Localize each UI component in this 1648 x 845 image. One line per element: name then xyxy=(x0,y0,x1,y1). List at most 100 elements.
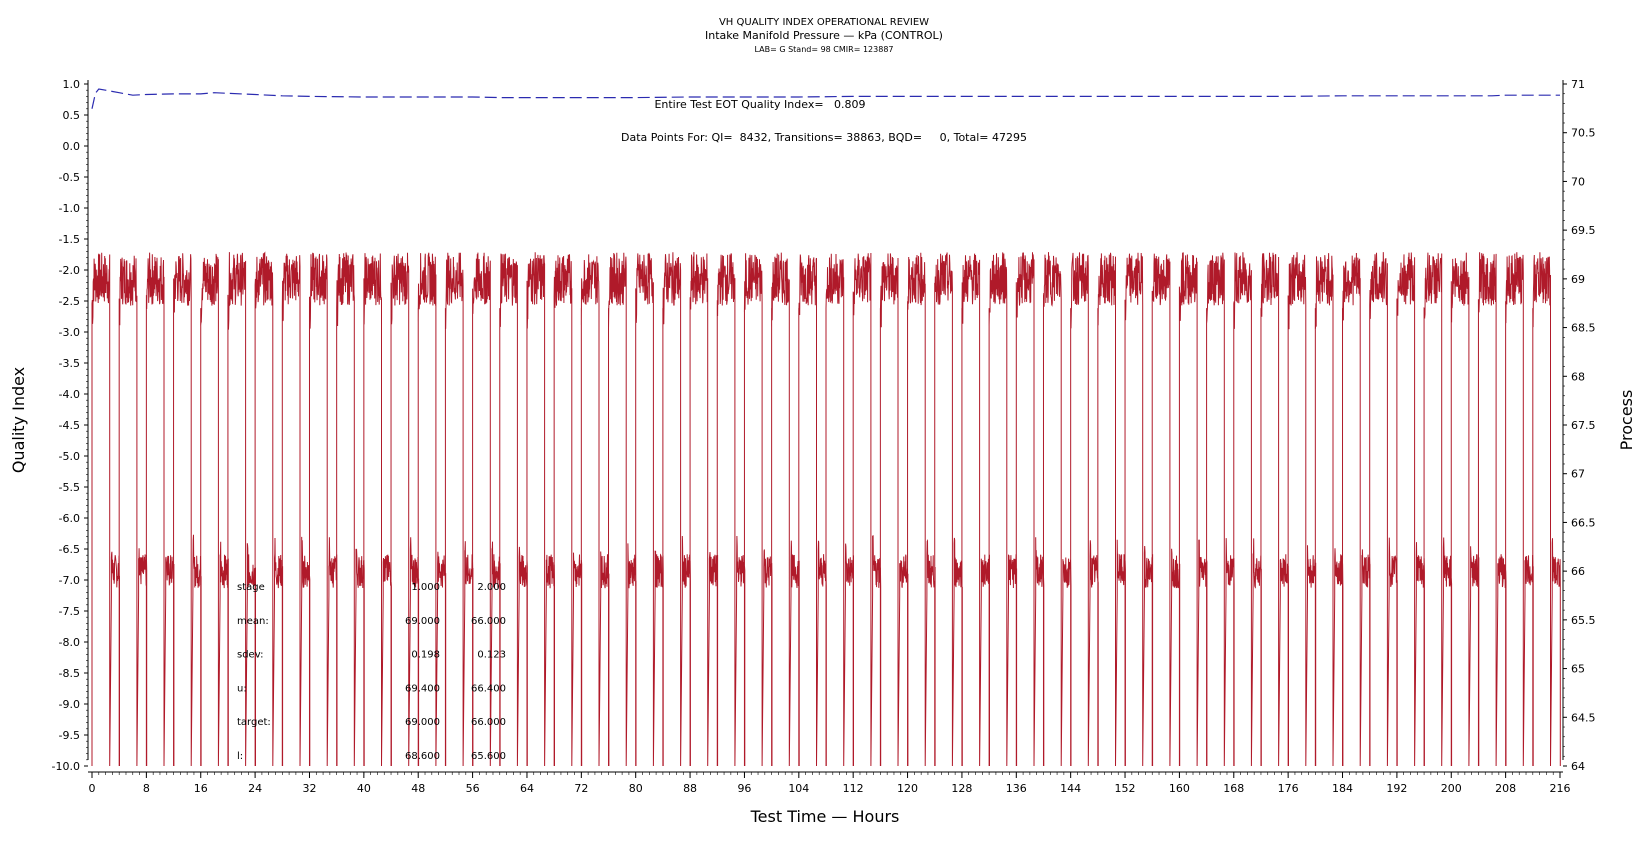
process-cycle xyxy=(580,254,610,767)
x-tick-label: 192 xyxy=(1386,782,1407,795)
process-cycle xyxy=(798,254,827,767)
process-cycle xyxy=(1369,252,1398,767)
x-axis-title: Test Time — Hours xyxy=(750,807,900,826)
process-cycle xyxy=(91,252,120,767)
process-cycle xyxy=(363,253,392,767)
process-cycle xyxy=(961,253,990,767)
stats-label: stage xyxy=(237,582,265,593)
x-tick-label: 96 xyxy=(737,782,751,795)
stats-value-2: 65.600 xyxy=(471,751,506,762)
stats-value-2: 0.123 xyxy=(477,650,506,661)
left-axis-ticks: 1.0 0.5 0.0 -0.5 -1.0 -1.5 -2.0 -2.5 -3.0 -3.5 -4.… xyxy=(52,78,88,773)
process-cycle xyxy=(1532,252,1561,767)
x-tick-label: 128 xyxy=(951,782,972,795)
stats-label: u: xyxy=(237,683,247,694)
y2-tick-label: 70.5 xyxy=(1571,127,1596,140)
stats-label: mean: xyxy=(237,616,269,627)
y2-tick-label: 68 xyxy=(1571,370,1585,383)
y-tick-label: -8.0 xyxy=(59,636,80,649)
y-tick-label: -6.5 xyxy=(59,543,80,556)
x-tick-label: 176 xyxy=(1278,782,1299,795)
process-cycle xyxy=(1097,252,1126,767)
process-cycle xyxy=(444,252,474,767)
y-tick-label: -3.0 xyxy=(59,326,80,339)
process-cycle xyxy=(1178,252,1208,767)
process-cycle xyxy=(1505,252,1534,767)
process-cycle xyxy=(336,252,365,767)
y-tick-label: -7.0 xyxy=(59,574,80,587)
y2-tick-label: 66.5 xyxy=(1571,516,1596,529)
x-tick-label: 112 xyxy=(843,782,864,795)
process-cycle xyxy=(1124,252,1154,767)
stats-label: l: xyxy=(237,751,243,762)
stats-value-1: 1.000 xyxy=(411,582,440,593)
process-cycle xyxy=(1287,252,1317,767)
x-tick-label: 168 xyxy=(1223,782,1244,795)
x-axis-ticks: 0 8 16 24 32 40 48 56 64 72 80 88 96 104 112 120 128 136 1… xyxy=(89,772,1571,795)
process-cycle xyxy=(771,252,800,767)
y2-tick-label: 71 xyxy=(1571,78,1585,91)
process-cycle xyxy=(1423,252,1453,767)
y-tick-label: -5.5 xyxy=(59,481,80,494)
process-cycle xyxy=(852,252,882,767)
stats-value-2: 66.000 xyxy=(471,616,506,627)
stats-table: stage 1.000 2.000 mean: 69.000 66.000 sdev: 0.1… xyxy=(237,582,506,762)
x-tick-label: 152 xyxy=(1115,782,1136,795)
x-tick-label: 136 xyxy=(1006,782,1027,795)
process-cycle xyxy=(145,252,175,767)
x-tick-label: 120 xyxy=(897,782,918,795)
quality-index-series xyxy=(91,88,1560,109)
process-cycle xyxy=(118,255,148,767)
quality-index-line xyxy=(91,88,1560,109)
y-tick-label: -3.5 xyxy=(59,357,80,370)
y-tick-label: -4.0 xyxy=(59,388,80,401)
x-tick-label: 160 xyxy=(1169,782,1190,795)
x-tick-label: 16 xyxy=(194,782,208,795)
y-tick-label: -8.5 xyxy=(59,667,80,680)
y2-tick-label: 67 xyxy=(1571,468,1585,481)
chart-subtitle-2: LAB= G Stand= 98 CMIR= 123887 xyxy=(754,45,893,54)
chart-title: VH QUALITY INDEX OPERATIONAL REVIEW xyxy=(719,17,929,28)
x-tick-label: 0 xyxy=(89,782,96,795)
process-cycle xyxy=(553,254,583,767)
process-cycle xyxy=(281,253,311,767)
quality-index-annotation: Entire Test EOT Quality Index= 0.809 xyxy=(654,98,865,111)
process-cycle xyxy=(716,253,746,767)
y-tick-label: -6.0 xyxy=(59,512,80,525)
process-cycle xyxy=(1042,252,1072,767)
y2-tick-label: 65 xyxy=(1571,663,1585,676)
x-tick-label: 104 xyxy=(788,782,809,795)
x-tick-label: 64 xyxy=(520,782,534,795)
process-cycle xyxy=(907,252,936,767)
process-cycle xyxy=(308,252,338,767)
y2-tick-label: 69.5 xyxy=(1571,224,1596,237)
process-cycle xyxy=(1233,252,1262,767)
x-tick-label: 56 xyxy=(466,782,480,795)
y-tick-label: -9.0 xyxy=(59,698,80,711)
y2-tick-label: 64 xyxy=(1571,760,1585,773)
process-cycle xyxy=(662,252,691,767)
stats-value-1: 69.000 xyxy=(405,616,440,627)
process-cycle xyxy=(988,252,1018,767)
x-tick-label: 80 xyxy=(629,782,643,795)
y-tick-label: -2.5 xyxy=(59,295,80,308)
process-cycle xyxy=(227,252,256,767)
x-tick-label: 48 xyxy=(411,782,425,795)
stats-value-2: 66.400 xyxy=(471,683,506,694)
x-tick-label: 208 xyxy=(1495,782,1516,795)
process-cycle xyxy=(173,253,202,767)
y-tick-label: -2.0 xyxy=(59,264,80,277)
x-tick-label: 72 xyxy=(574,782,588,795)
y2-tick-label: 64.5 xyxy=(1571,711,1596,724)
y2-tick-label: 68.5 xyxy=(1571,322,1596,335)
process-cycle xyxy=(200,253,229,767)
process-cycle xyxy=(417,252,447,767)
y2-tick-label: 66 xyxy=(1571,565,1585,578)
process-cycle xyxy=(1015,252,1045,767)
y2-tick-label: 65.5 xyxy=(1571,614,1596,627)
process-cycle xyxy=(1260,252,1289,767)
y-tick-label: -9.5 xyxy=(59,729,80,742)
stats-value-1: 68.600 xyxy=(405,751,440,762)
y-tick-label: -1.0 xyxy=(59,202,80,215)
